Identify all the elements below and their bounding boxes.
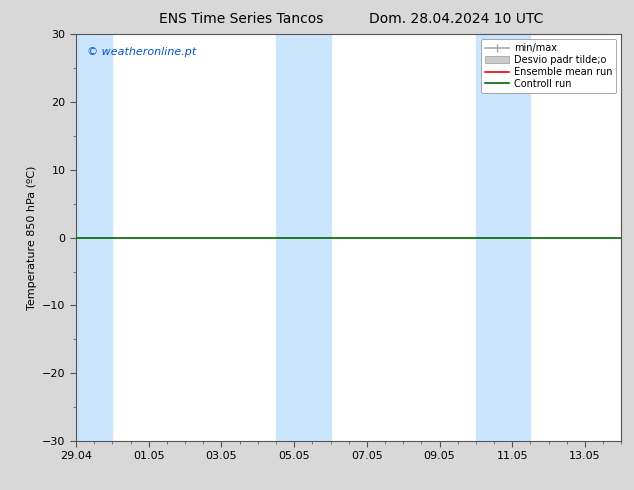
Y-axis label: Temperature 850 hPa (ºC): Temperature 850 hPa (ºC) [27,166,37,310]
Legend: min/max, Desvio padr tilde;o, Ensemble mean run, Controll run: min/max, Desvio padr tilde;o, Ensemble m… [481,39,616,93]
Text: ENS Time Series Tancos: ENS Time Series Tancos [158,12,323,26]
Bar [276,34,330,441]
Text: Dom. 28.04.2024 10 UTC: Dom. 28.04.2024 10 UTC [369,12,544,26]
Bar [76,34,112,441]
Text: © weatheronline.pt: © weatheronline.pt [87,47,197,56]
Bar [476,34,531,441]
